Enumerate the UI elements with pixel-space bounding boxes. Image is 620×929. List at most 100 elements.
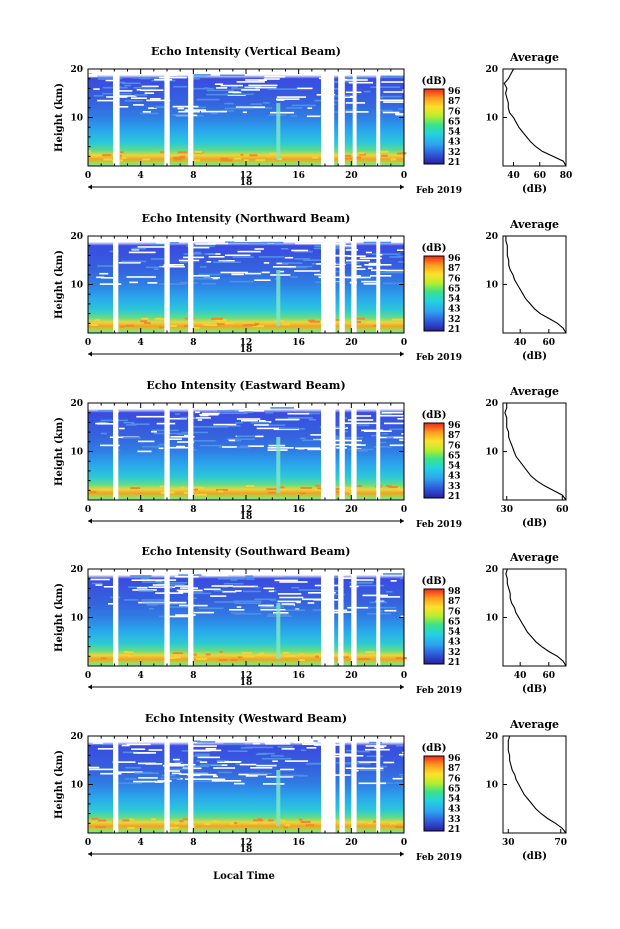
echo-streak [302,743,323,745]
echo-blob [234,822,238,825]
x-tick-label: 20 [345,338,358,348]
echo-streak [119,427,125,430]
echo-blob [312,156,319,159]
echo-streak [131,247,146,250]
echo-streak [312,609,322,611]
echo-streak [224,761,242,763]
colorbar-tick-label: 76 [448,274,461,284]
profile-x-tick-label: 80 [560,171,573,181]
echo-streak [157,582,188,584]
echo-streak [232,600,262,603]
echo-streak [138,777,158,779]
profile-x-tick-label: 60 [543,671,556,681]
profile-title: Average [509,385,559,398]
echo-blob [88,150,91,153]
echo-streak [231,86,238,89]
echo-streak [193,611,214,614]
colorbar-tick-label: 32 [448,648,461,658]
echo-streak [98,421,106,424]
echo-streak [130,575,152,577]
x-tick-label: 8 [190,505,196,515]
echo-streak [208,778,226,781]
profile-x-axis-label: (dB) [522,184,547,195]
data-gap [351,236,357,333]
echo-blob [241,652,252,655]
echo-streak [261,757,292,760]
echo-streak [368,262,381,265]
echo-streak [141,577,150,580]
echo-streak [328,255,350,257]
echo-streak [263,587,275,590]
echo-streak [220,84,243,87]
profile-x-tick-label: 40 [514,671,527,681]
echo-blob [103,158,112,161]
echo-streak [295,242,323,245]
echo-blob [89,491,97,494]
echo-streak [100,444,120,447]
echo-streak [232,585,258,588]
echo-streak [137,440,155,443]
echo-streak [227,425,241,427]
echo-streak [329,590,342,592]
echo-streak [189,755,210,757]
echo-streak [148,608,154,610]
colorbar-tick-label: 32 [448,148,461,158]
x-tick-label: 20 [345,505,358,515]
data-gap [338,569,344,666]
echo-streak [112,761,136,763]
echo-streak [345,111,369,113]
beam-panel-3: Echo Intensity (Southward Beam) 0 4 8 12 16 20… [54,545,567,696]
echo-streak [377,414,404,417]
echo-streak [174,575,199,578]
echo-streak [260,608,286,611]
echo-streak [182,431,208,434]
echo-streak [123,437,141,439]
echo-streak [302,598,327,601]
echo-streak [195,243,216,245]
echo-streak [192,426,219,428]
echo-streak [194,251,201,254]
echo-streak [356,579,374,581]
echo-streak [199,764,222,766]
echo-streak [402,751,404,754]
echo-blob [392,318,404,321]
echo-blob [299,659,305,662]
echo-streak [196,98,220,101]
data-gap [351,736,357,833]
echo-streak [346,276,371,279]
echo-streak [121,261,141,264]
echo-streak [141,445,160,448]
profile-title: Average [509,551,559,564]
echo-streak [195,411,200,414]
echo-streak [150,98,161,100]
echo-streak [155,781,164,783]
x-tick-label: 12 [240,171,253,181]
echo-streak [279,581,308,583]
echo-streak [201,282,216,285]
echo-streak [189,592,212,595]
echo-blob [344,487,354,489]
echo-blob [282,323,290,326]
data-gap [338,69,345,166]
echo-streak [262,783,285,785]
echo-blob [365,651,376,654]
echo-blob [246,324,258,326]
profile-y-tick-label: 10 [485,448,498,458]
colorbar-tick-label: 87 [448,97,461,107]
panel-title: Echo Intensity (Southward Beam) [142,545,351,558]
echo-blob [249,154,258,157]
echo-blob [159,485,165,488]
echo-streak [208,256,225,258]
echo-blob [97,819,107,822]
echo-streak [281,248,289,250]
echo-streak [265,412,274,414]
echo-streak [254,248,264,250]
echo-blob [373,324,378,327]
x-tick-label: 20 [345,838,358,848]
echo-streak [381,433,389,435]
echo-blob [116,151,124,154]
profile-x-tick-label: 60 [533,171,546,181]
echo-streak [232,91,242,94]
echo-streak [99,272,109,275]
panel-title: Echo Intensity (Eastward Beam) [146,379,345,392]
